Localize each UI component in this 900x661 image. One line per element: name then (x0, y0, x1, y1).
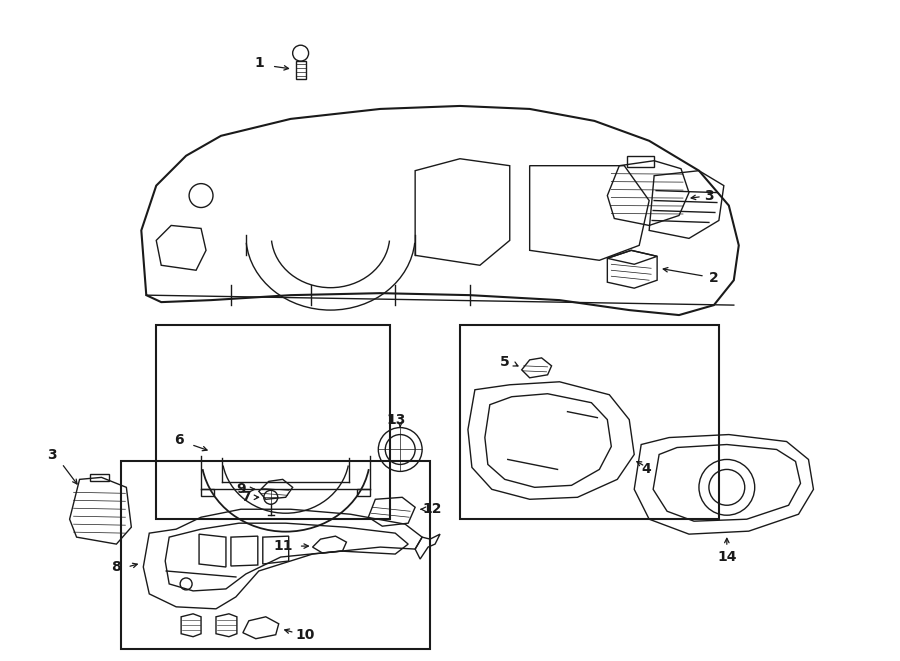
Bar (157, 325, 391, 519)
Text: 2: 2 (709, 271, 719, 285)
Text: 13: 13 (386, 412, 406, 426)
Text: 1: 1 (255, 56, 265, 70)
Text: 9: 9 (236, 483, 246, 496)
Text: 12: 12 (422, 502, 442, 516)
Text: 8: 8 (112, 560, 122, 574)
Text: 7: 7 (241, 490, 251, 504)
Text: 5: 5 (500, 355, 509, 369)
Bar (460, 325, 719, 519)
Text: 10: 10 (296, 628, 315, 642)
Bar (122, 461, 430, 648)
Text: 14: 14 (717, 550, 736, 564)
Text: 6: 6 (175, 432, 184, 447)
Text: 3: 3 (704, 188, 714, 202)
Text: 4: 4 (642, 463, 651, 477)
Text: 3: 3 (47, 448, 57, 463)
Text: 11: 11 (273, 539, 292, 553)
